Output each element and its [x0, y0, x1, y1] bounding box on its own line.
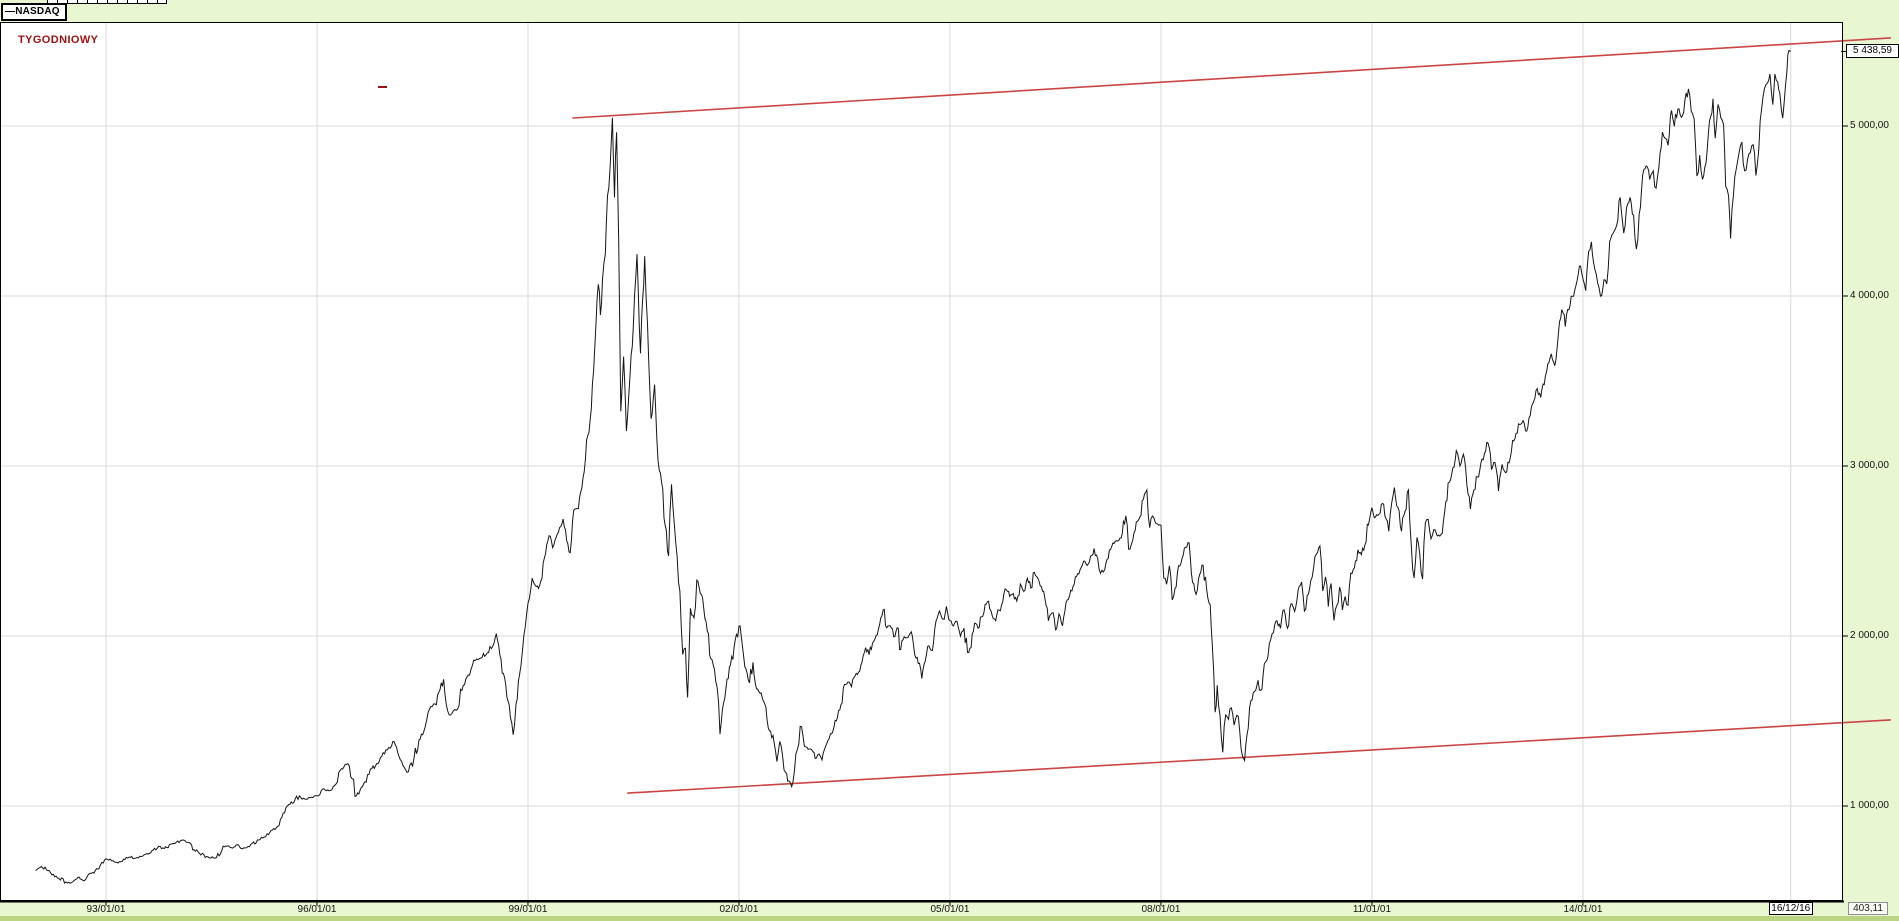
x-axis-label: 93/01/01 — [86, 904, 126, 915]
trendline-lower-channel[interactable] — [627, 719, 1892, 794]
x-axis-label: 99/01/01 — [508, 904, 548, 915]
y-axis-label: 3 000,00 — [1850, 460, 1889, 471]
bottom-edge-strip — [0, 915, 1899, 921]
x-axis-label: 02/01/01 — [719, 904, 759, 915]
plot-background — [0, 22, 1843, 901]
x-axis-label: 96/01/01 — [297, 904, 337, 915]
red-dash-marker — [378, 86, 387, 88]
x-axis-label: 11/01/01 — [1352, 904, 1392, 915]
trendline-upper-channel[interactable] — [572, 37, 1892, 119]
series-legend-label: —NASDAQ — [5, 6, 60, 17]
y-axis-label: 2 000,00 — [1850, 630, 1889, 641]
top-partial-widget — [47, 0, 167, 4]
last-date-box: 16/12/16 — [1768, 902, 1813, 915]
x-axis-label: 08/01/01 — [1141, 904, 1181, 915]
series-legend-box[interactable]: —NASDAQ — [1, 3, 67, 21]
timeframe-label: TYGODNIOWY — [18, 34, 99, 46]
price-line[interactable] — [35, 49, 1792, 884]
last-price-box: 5 438,59 — [1846, 44, 1899, 59]
x-axis-label: 14/01/01 — [1563, 904, 1603, 915]
y-axis-label: 5 000,00 — [1850, 120, 1889, 131]
scale-min-box: 403,11 — [1848, 902, 1888, 915]
y-axis-label: 4 000,00 — [1850, 290, 1889, 301]
x-axis-label: 05/01/01 — [930, 904, 970, 915]
y-axis-label: 1 000,00 — [1850, 800, 1889, 811]
